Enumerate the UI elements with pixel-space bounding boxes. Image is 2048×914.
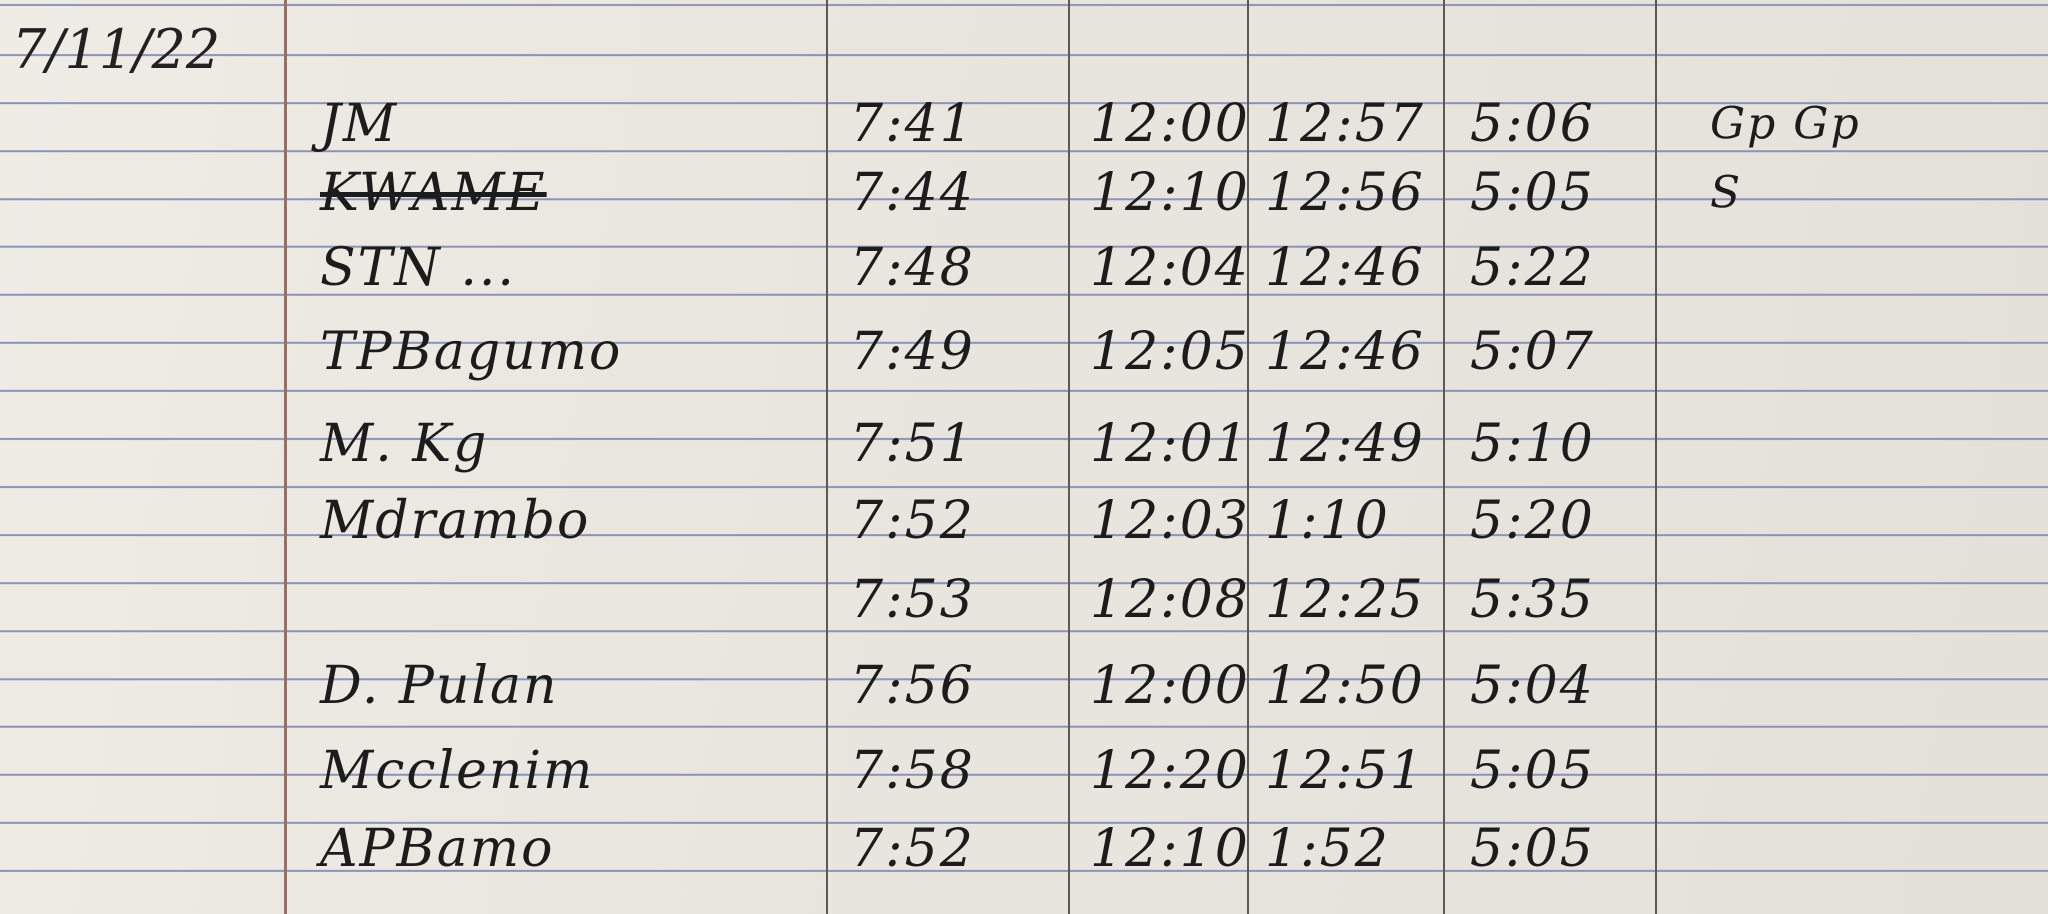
time-out-cell: 5:10 [1470,414,1595,474]
time-out-cell: 5:20 [1470,491,1595,551]
name-cell: Mcclenim [320,741,595,801]
lunch-out-cell: 12:10 [1090,819,1250,879]
lunch-out-cell: 12:03 [1090,491,1250,551]
name-cell: JM [320,94,399,154]
lunch-in-cell: 12:46 [1265,322,1425,382]
time-in-cell: 7:52 [850,491,975,551]
time-in-cell: 7:58 [850,741,975,801]
lunch-in-cell: 1:10 [1265,491,1390,551]
time-out-cell: 5:35 [1470,570,1595,630]
time-out-cell: 5:07 [1470,322,1595,382]
name-cell: APBamo [320,819,555,879]
time-out-cell: 5:22 [1470,238,1595,298]
time-out-cell: 5:05 [1470,741,1595,801]
time-out-cell: 5:06 [1470,94,1595,154]
lunch-out-cell: 12:20 [1090,741,1250,801]
lunch-out-cell: 12:00 [1090,94,1250,154]
log-date: 7/11/22 [12,18,221,81]
lunch-out-cell: 12:08 [1090,570,1250,630]
time-in-cell: 7:48 [850,238,975,298]
lunch-out-cell: 12:10 [1090,163,1250,223]
time-in-cell: 7:52 [850,819,975,879]
time-out-cell: 5:04 [1470,656,1595,716]
margin-line [284,0,287,914]
column-divider [826,0,828,914]
lunch-in-cell: 12:51 [1265,741,1425,801]
time-in-cell: 7:41 [850,94,975,154]
name-cell: KWAME [320,163,547,223]
lunch-in-cell: 1:52 [1265,819,1390,879]
column-divider [1443,0,1445,914]
lunch-in-cell: 12:56 [1265,163,1425,223]
signature-cell: Gp Gp [1710,98,1861,150]
lunch-in-cell: 12:46 [1265,238,1425,298]
lunch-out-cell: 12:00 [1090,656,1250,716]
name-cell: TPBagumo [320,322,623,382]
lunch-in-cell: 12:25 [1265,570,1425,630]
column-divider [1655,0,1657,914]
time-in-cell: 7:51 [850,414,975,474]
lunch-in-cell: 12:49 [1265,414,1425,474]
name-cell: STN ... [320,238,516,298]
lunch-in-cell: 12:50 [1265,656,1425,716]
lunch-in-cell: 12:57 [1265,94,1425,154]
lunch-out-cell: 12:04 [1090,238,1250,298]
time-out-cell: 5:05 [1470,163,1595,223]
column-divider [1247,0,1249,914]
name-cell: M. Kg [320,414,489,474]
time-in-cell: 7:53 [850,570,975,630]
column-divider [1068,0,1070,914]
name-cell: Mdrambo [320,491,591,551]
name-cell: D. Pulan [320,656,559,716]
time-out-cell: 5:05 [1470,819,1595,879]
time-in-cell: 7:49 [850,322,975,382]
lunch-out-cell: 12:01 [1090,414,1250,474]
time-in-cell: 7:56 [850,656,975,716]
signature-cell: S [1710,167,1743,219]
lunch-out-cell: 12:05 [1090,322,1250,382]
time-in-cell: 7:44 [850,163,975,223]
